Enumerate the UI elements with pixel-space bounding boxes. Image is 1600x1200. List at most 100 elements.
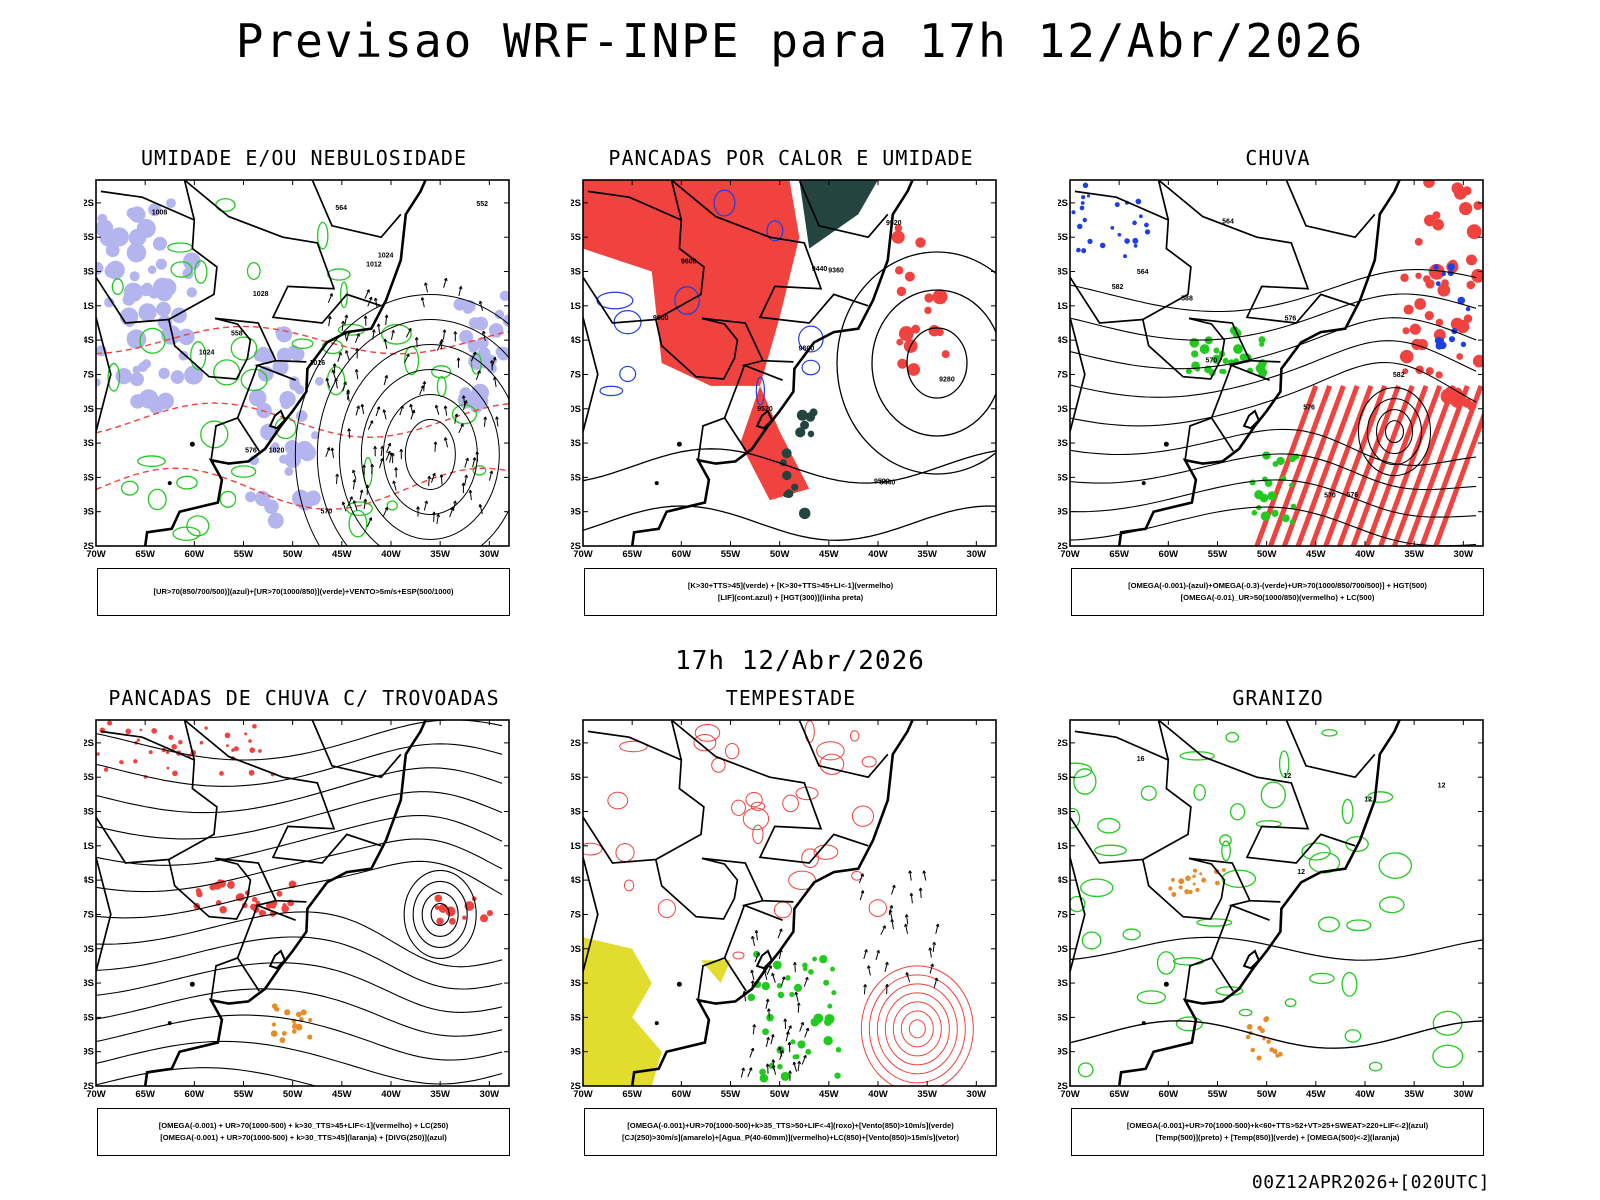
wind-vector: [780, 976, 785, 987]
wind-arrow: [491, 357, 496, 367]
lagoa-dos-patos: [268, 409, 286, 430]
omega500-blob: [1168, 886, 1173, 891]
humidity-blob: [495, 346, 506, 357]
wind-vector: [778, 1046, 782, 1051]
wind850-area: [797, 1040, 806, 1049]
water-contour: [607, 791, 629, 810]
wind-arrow: [335, 473, 339, 477]
wind-arrow: [362, 464, 366, 468]
wind-arrow: [331, 447, 335, 458]
wind-arrow: [432, 511, 436, 515]
contour-label: 552: [476, 201, 488, 208]
omega-red-blob: [1474, 356, 1483, 367]
lat-tick-label: 39S: [571, 1047, 581, 1058]
wind-arrow: [409, 403, 413, 408]
lon-tick-label: 65W: [135, 549, 155, 560]
heat-blob: [800, 420, 810, 430]
omega-blue-blob: [1123, 254, 1128, 259]
omega500-blob: [1188, 889, 1193, 895]
lat-tick-label: 27S: [84, 369, 94, 380]
lat-tick-label: 21S: [1058, 841, 1068, 852]
contour-label: 576: [245, 447, 257, 454]
water-contour: [849, 730, 860, 742]
lat-tick-label: 12S: [571, 738, 581, 749]
humidity-blob: [453, 297, 467, 311]
streamline: [96, 743, 503, 787]
lon-tick-label: 40W: [1355, 549, 1375, 560]
omega-red-blob: [1466, 280, 1476, 290]
wind-arrow: [428, 475, 430, 487]
wind-vector: [928, 947, 933, 951]
wind-arrow: [371, 464, 373, 475]
omega-red-blob: [1409, 323, 1421, 335]
state-border: [1157, 180, 1170, 221]
caption-line: [OMEGA(-0.001) + UR>70(1000-500) + k>30_…: [158, 1121, 449, 1130]
isobar: [404, 419, 456, 490]
state-border: [214, 317, 307, 363]
water-contour: [583, 842, 603, 856]
wind-arrow: [442, 329, 446, 340]
wind-vector: [743, 991, 747, 1002]
omega-blue-blob: [1086, 194, 1091, 198]
wind-arrow: [472, 457, 477, 461]
wind-arrow: [346, 389, 350, 393]
map-umidade: 1008 1012 1016 1020 1024 1028 1024 576 570 564 558…: [84, 179, 510, 560]
humidity-contour: [381, 324, 412, 345]
wind-arrow: [363, 498, 367, 509]
rain-band: [1309, 385, 1374, 546]
lake: [654, 1021, 659, 1026]
wind-arrow: [382, 409, 387, 413]
water-contour: [731, 799, 746, 816]
wind-arrow: [343, 381, 347, 385]
wind-vector: [765, 1037, 770, 1048]
humidity-blob: [109, 227, 129, 247]
thunder-orange-blob: [291, 1024, 297, 1029]
water-contour: [782, 794, 799, 813]
streamline: [96, 838, 503, 893]
lat-tick-label: 12S: [84, 198, 94, 209]
lon-tick-label: 50W: [1257, 549, 1277, 560]
humidity-contour: [107, 362, 121, 392]
instability-blob: [897, 358, 908, 369]
lif-contour: [766, 220, 784, 242]
omega-red-blob: [1473, 201, 1483, 211]
wind-arrow: [367, 420, 374, 430]
omega-blue-blob: [1082, 217, 1087, 223]
instability-area: [740, 385, 810, 501]
wind-arrow: [326, 378, 331, 388]
instability-blob: [924, 293, 934, 303]
wind-arrow: [368, 517, 373, 521]
wind-arrow: [496, 416, 499, 427]
lat-tick-label: 18S: [1058, 267, 1068, 278]
wind850-area: [747, 993, 756, 1002]
lc850-contour: [900, 1010, 934, 1048]
temp850-contour: [1070, 895, 1086, 913]
temp850-contour: [1229, 803, 1246, 821]
temp850-contour: [1260, 781, 1286, 809]
wind-arrow: [368, 296, 373, 301]
legend-caption: [K>30+TTS>45](verde) + [K>30+TTS>45+LI<-…: [584, 568, 997, 616]
state-border: [311, 720, 402, 779]
legend-caption: [OMEGA(-0.001)+UR>70(1000-500)+k>35_TTS>…: [584, 1108, 997, 1156]
panel-title: PANCADAS POR CALOR E UMIDADE: [608, 146, 974, 170]
state-border: [210, 416, 260, 461]
temp850-contour: [1193, 784, 1206, 801]
wind-arrow: [420, 297, 425, 301]
lon-tick-label: 70W: [573, 1089, 593, 1100]
temp850-contour: [1341, 798, 1354, 825]
map-tempestade: 12S 15S 18S 21S 24S 27S 30S 33S 36S 39S 42S70W 65W 6…: [571, 719, 997, 1100]
run-stamp: 00Z12APR2026+[020UTC]: [1251, 1172, 1490, 1193]
lat-tick-label: 21S: [571, 301, 581, 312]
omega-green-blob: [1254, 489, 1264, 500]
wind-arrow: [369, 420, 374, 424]
wind-vector: [801, 1055, 807, 1065]
wind850-area: [766, 1013, 774, 1022]
thunder-red-blob: [249, 747, 256, 753]
state-border: [670, 180, 869, 324]
humidity-blob: [467, 339, 480, 352]
wind-arrow: [359, 489, 363, 500]
omega500-blob: [1269, 1047, 1275, 1053]
humidity-contour: [348, 509, 368, 538]
omega500-blob: [1201, 877, 1207, 883]
